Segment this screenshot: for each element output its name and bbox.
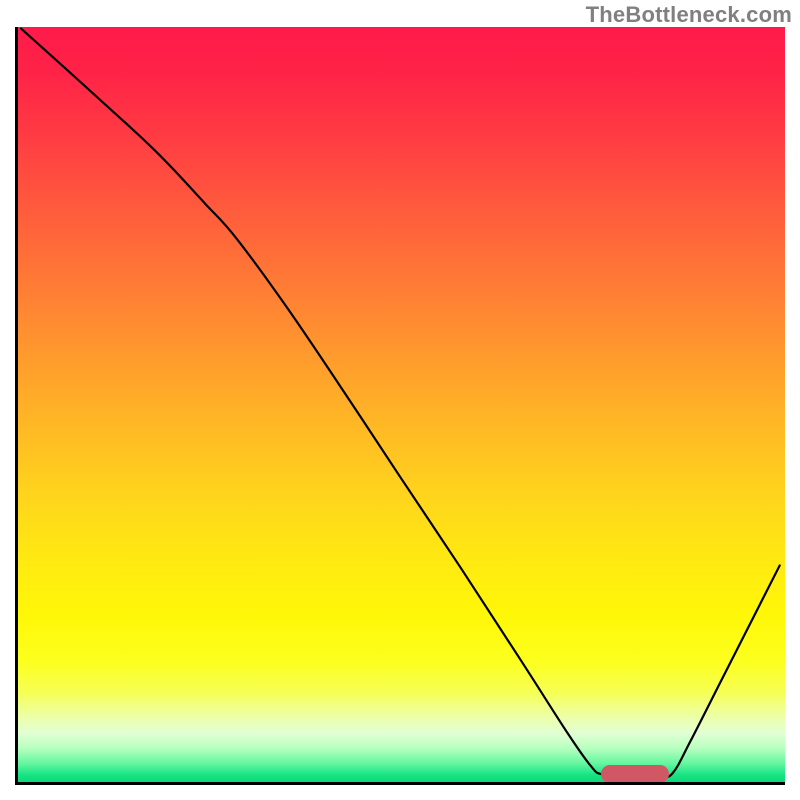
plot-area <box>15 27 785 785</box>
bottleneck-curve <box>18 27 785 782</box>
chart-container: TheBottleneck.com <box>0 0 800 800</box>
watermark-text: TheBottleneck.com <box>586 2 792 28</box>
optimal-marker <box>601 765 669 783</box>
